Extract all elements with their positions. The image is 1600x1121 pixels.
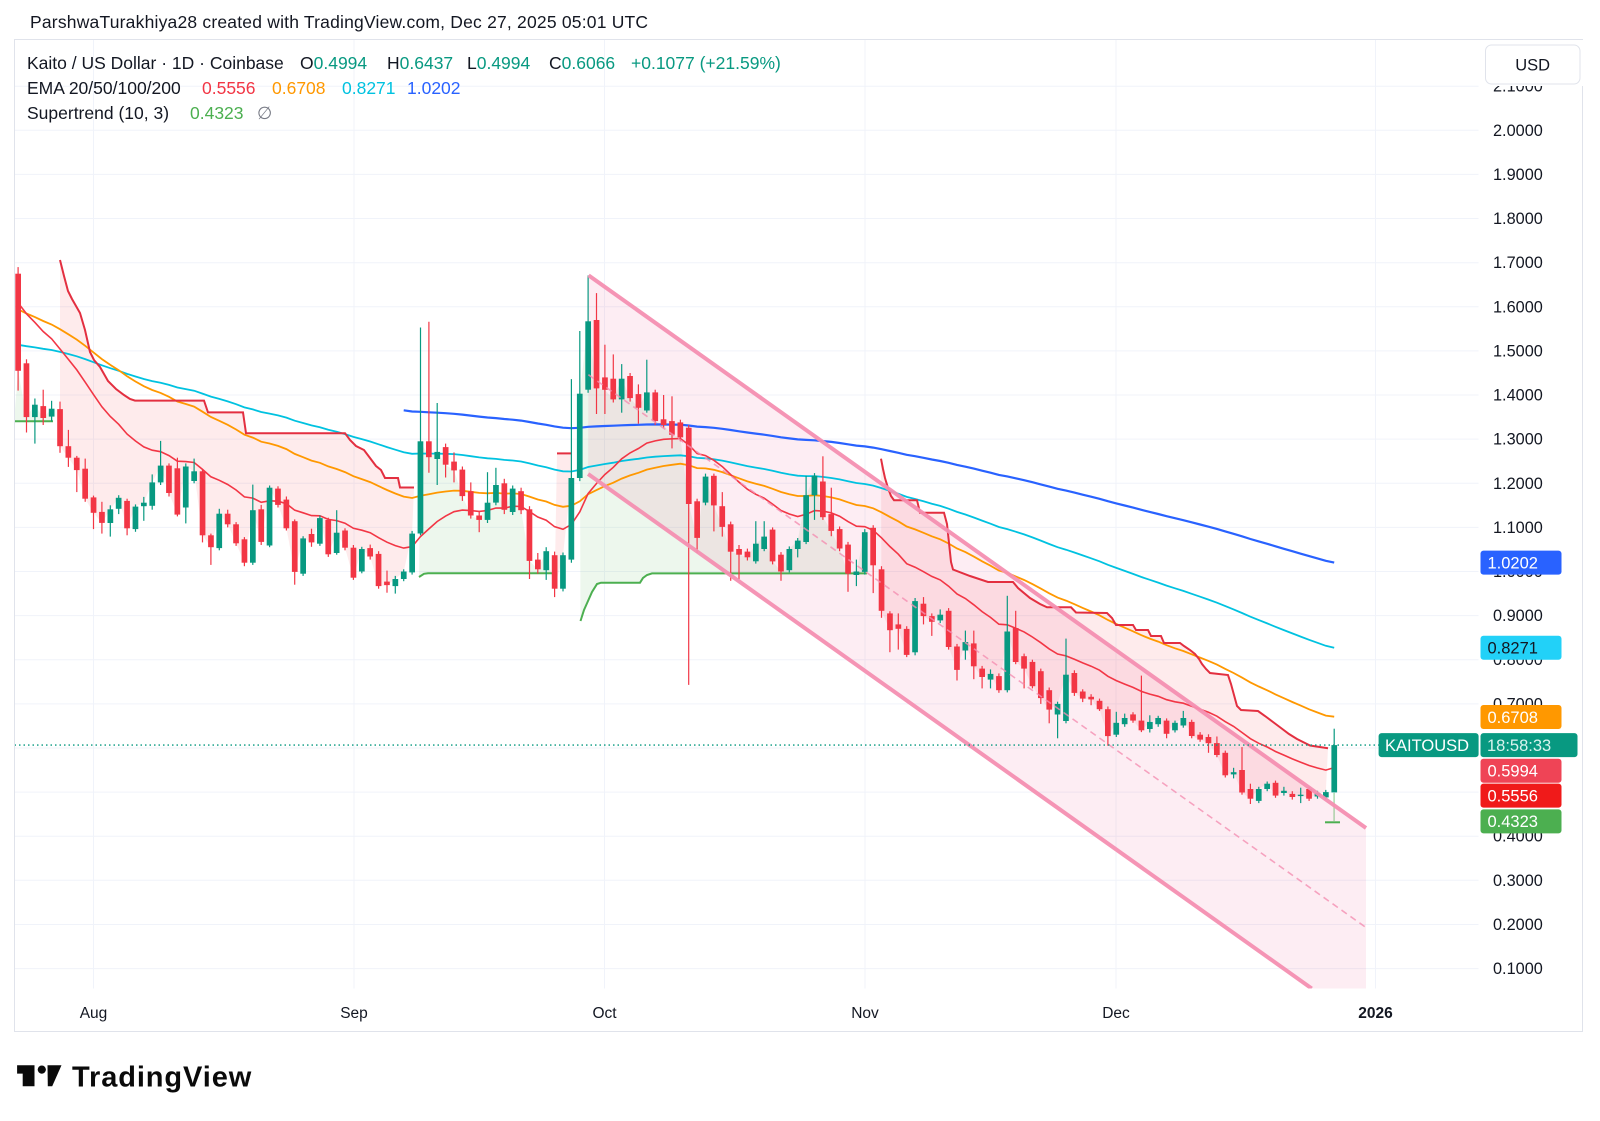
svg-text:18:58:33: 18:58:33 bbox=[1487, 737, 1551, 755]
svg-text:0.4323: 0.4323 bbox=[1488, 813, 1538, 831]
svg-text:0.5556: 0.5556 bbox=[1488, 787, 1538, 805]
svg-text:0.6708: 0.6708 bbox=[1488, 709, 1538, 727]
svg-text:0.3000: 0.3000 bbox=[1493, 872, 1543, 890]
svg-text:Dec: Dec bbox=[1102, 1005, 1130, 1022]
svg-text:USD: USD bbox=[1515, 57, 1550, 75]
svg-text:1.0202: 1.0202 bbox=[1488, 554, 1538, 572]
svg-text:Nov: Nov bbox=[851, 1005, 879, 1022]
svg-text:1.3000: 1.3000 bbox=[1493, 431, 1543, 449]
svg-text:1.1000: 1.1000 bbox=[1493, 519, 1543, 537]
svg-text:Sep: Sep bbox=[340, 1005, 368, 1022]
svg-text:1.6000: 1.6000 bbox=[1493, 298, 1543, 316]
svg-text:1.9000: 1.9000 bbox=[1493, 166, 1543, 184]
svg-text:0.8271: 0.8271 bbox=[1488, 640, 1538, 658]
svg-text:1.2000: 1.2000 bbox=[1493, 475, 1543, 493]
svg-text:Aug: Aug bbox=[80, 1005, 108, 1022]
svg-text:Supertrend (10, 3)0.4323∅: Supertrend (10, 3) 0.4323 ∅ bbox=[27, 103, 272, 123]
svg-text:1.5000: 1.5000 bbox=[1493, 342, 1543, 360]
svg-text:1.4000: 1.4000 bbox=[1493, 387, 1543, 405]
svg-text:2026: 2026 bbox=[1358, 1005, 1393, 1022]
svg-text:TradingView: TradingView bbox=[72, 1062, 252, 1094]
svg-text:0.5994: 0.5994 bbox=[1488, 763, 1538, 781]
svg-text:KAITOUSD: KAITOUSD bbox=[1385, 737, 1469, 755]
svg-text:1.7000: 1.7000 bbox=[1493, 254, 1543, 272]
svg-text:Kaito / US Dollar · 1D · Coinb: Kaito / US Dollar · 1D · Coinbase bbox=[27, 53, 284, 73]
svg-text:0.9000: 0.9000 bbox=[1493, 607, 1543, 625]
svg-text:2.0000: 2.0000 bbox=[1493, 122, 1543, 140]
svg-text:0.1000: 0.1000 bbox=[1493, 960, 1543, 978]
svg-text:1.8000: 1.8000 bbox=[1493, 210, 1543, 228]
svg-text:ParshwaTurakhiya28 created wit: ParshwaTurakhiya28 created with TradingV… bbox=[30, 12, 648, 32]
svg-text:Oct: Oct bbox=[592, 1005, 617, 1022]
svg-text:0.2000: 0.2000 bbox=[1493, 916, 1543, 934]
